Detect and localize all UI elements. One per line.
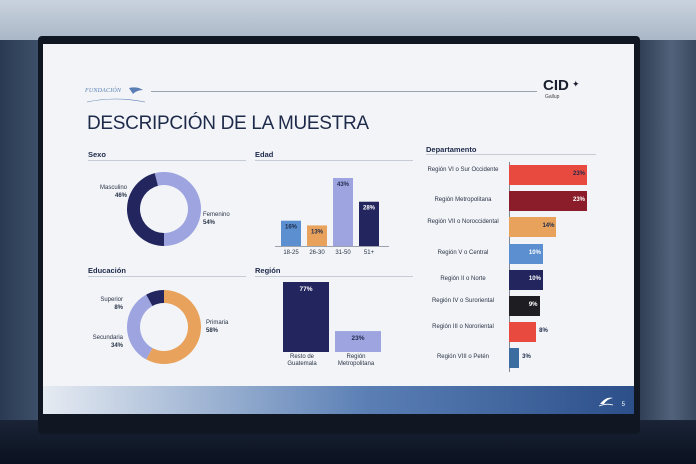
departamento-label-5: Región IV o Suroriental	[431, 298, 495, 304]
presentation-slide: FUNDACIÓN CID Gallup ✦ DESCRIPCIÓN DE LA…	[43, 44, 634, 414]
region-bar-chart: 77% 23%	[283, 282, 381, 352]
departamento-bar-7	[509, 348, 520, 369]
departamento-value-3: 10%	[528, 249, 541, 256]
sexo-divider	[88, 160, 246, 161]
departamento-bar-1	[509, 191, 587, 212]
departamento-divider	[426, 154, 596, 155]
edu-label-secundaria: Secundaria 34%	[92, 335, 123, 349]
region-tick-resto: Resto de Guatemala	[287, 354, 317, 367]
page-number: 5	[621, 402, 625, 408]
edu-label-superior: Superior 8%	[100, 297, 123, 311]
globe-icon: ✦	[572, 79, 580, 89]
edad-divider	[255, 160, 413, 161]
region-value-1: 23%	[351, 335, 364, 342]
departamento-label-4: Región II o Norte	[440, 275, 486, 282]
educacion-heading: Educación	[88, 266, 126, 275]
edad-tick-2: 31-50	[335, 250, 351, 256]
educacion-donut-chart	[127, 290, 201, 364]
edad-heading: Edad	[255, 150, 274, 159]
edu-label-primaria: Primaria 58%	[206, 320, 229, 334]
departamento-label-2: Región VII o Noroccidental	[427, 219, 499, 226]
edad-value-2: 43%	[337, 182, 350, 188]
departamento-label-1: Región Metropolitana	[434, 197, 492, 204]
educacion-slice-0	[146, 290, 201, 364]
gallup-label: Gallup	[545, 94, 560, 100]
region-bar-1	[335, 331, 381, 352]
departamento-value-2: 14%	[542, 223, 555, 230]
departamento-bar-0	[509, 165, 587, 185]
departamento-label-6: Región III o Nororiental	[432, 324, 494, 331]
edad-value-0: 16%	[285, 225, 298, 231]
edad-value-1: 13%	[311, 229, 324, 235]
departamento-label-3: Región V o Central	[437, 249, 489, 256]
departamento-value-7: 3%	[522, 354, 531, 361]
region-heading: Región	[255, 266, 281, 275]
departamento-value-4: 10%	[528, 275, 541, 282]
departamento-bar-6	[509, 322, 537, 343]
region-tick-metro: Región Metropolitana	[337, 354, 375, 367]
edad-bar-0	[281, 220, 301, 246]
edad-bar-2	[333, 178, 353, 246]
departamento-label-7: Región VIII o Petén	[436, 354, 490, 361]
departamento-bar-5	[509, 296, 540, 316]
header-divider	[151, 91, 537, 92]
edad-bar-1	[307, 225, 327, 246]
departamento-value-1: 23%	[572, 197, 585, 204]
sexo-slice-1	[154, 172, 201, 246]
right-pillar	[636, 40, 696, 464]
sexo-label-masculino: Masculino 46%	[99, 185, 127, 199]
edad-value-3: 28%	[363, 206, 376, 212]
departamento-axis	[509, 162, 510, 372]
cid-logo: CID	[543, 77, 569, 94]
edad-bar-chart: 16% 13% 43% 28%	[275, 178, 389, 247]
sexo-heading: Sexo	[88, 150, 106, 159]
edad-tick-3: 51+	[363, 250, 375, 256]
departamento-value-0: 23%	[572, 171, 585, 177]
sexo-donut-chart	[126, 172, 201, 246]
slide-footer: 5	[43, 386, 634, 414]
educacion-slice-2	[146, 290, 164, 306]
logo-left-text: FUNDACIÓN	[85, 88, 122, 94]
departamento-label-0: Región VI o Sur Occidente	[427, 167, 499, 173]
departamento-bar-3	[509, 243, 543, 264]
sexo-label-femenino: Femenino 54%	[203, 212, 230, 226]
educacion-divider	[88, 276, 246, 277]
fundacion-logo	[86, 87, 146, 103]
edad-tick-0: 18-25	[283, 250, 299, 256]
departamento-heading: Departamento	[426, 145, 477, 154]
left-pillar	[0, 40, 38, 464]
region-divider	[255, 276, 413, 277]
slide-title: DESCRIPCIÓN DE LA MUESTRA	[87, 113, 369, 134]
region-value-0: 77%	[299, 286, 312, 293]
edad-bar-3	[359, 201, 379, 246]
departamento-bar-2	[509, 217, 557, 238]
departamento-value-5: 9%	[528, 302, 538, 308]
departamento-bar-4	[509, 269, 543, 290]
footer-logo-icon	[598, 397, 614, 407]
edad-tick-1: 26-30	[309, 250, 325, 256]
educacion-slice-1	[127, 294, 153, 360]
region-bar-0	[283, 282, 329, 352]
sexo-slice-0	[126, 173, 164, 246]
departamento-value-6: 8%	[539, 328, 548, 335]
